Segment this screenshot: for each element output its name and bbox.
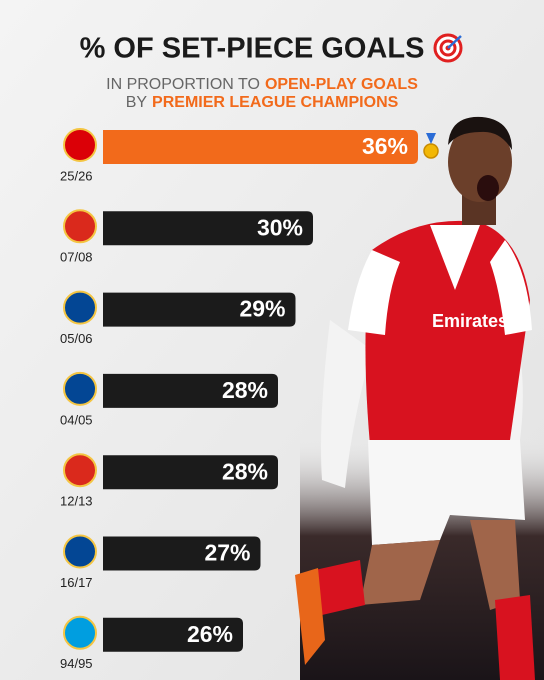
subtitle-plain: BY xyxy=(126,94,148,111)
medal-ribbon xyxy=(426,133,436,144)
bar-row: 07/08 30% xyxy=(60,209,313,265)
season-label: 07/08 xyxy=(60,250,93,265)
bar xyxy=(103,211,313,246)
bar-row: 94/95 26% xyxy=(60,615,243,671)
season-label: 12/13 xyxy=(60,494,93,509)
value-label: 29% xyxy=(239,296,285,322)
subtitle-line: BY PREMIER LEAGUE CHAMPIONS xyxy=(126,94,399,111)
value-label: 36% xyxy=(362,133,408,159)
club-badge xyxy=(63,209,97,244)
value-label: 26% xyxy=(187,621,233,647)
club-badge xyxy=(63,534,97,569)
bars: 25/26 36% 07/08 30% 05/06 29% 04/05 28% 12/13 28%… xyxy=(60,128,439,671)
club-badge xyxy=(63,453,97,488)
club-badge xyxy=(63,615,97,650)
target-icon xyxy=(433,33,463,63)
season-label: 25/26 xyxy=(60,168,93,183)
value-label: 27% xyxy=(204,540,250,566)
value-label: 28% xyxy=(222,377,268,403)
season-label: 16/17 xyxy=(60,575,93,590)
club-badge xyxy=(63,128,97,162)
bar-row: 16/17 27% xyxy=(60,534,261,590)
bar xyxy=(103,130,418,164)
subtitle-plain: IN PROPORTION TO xyxy=(106,76,260,93)
bar xyxy=(103,536,261,571)
bar-row: 25/26 36% xyxy=(60,128,439,183)
subtitle-line: IN PROPORTION TO OPEN-PLAY GOALS xyxy=(106,76,418,93)
bar xyxy=(103,292,296,327)
value-label: 28% xyxy=(222,458,268,484)
shirt-sponsor: Emirates xyxy=(432,311,508,331)
value-label: 30% xyxy=(257,214,303,240)
subtitle-highlight: OPEN-PLAY GOALS xyxy=(265,76,418,93)
season-label: 94/95 xyxy=(60,656,93,671)
subtitle-highlight: PREMIER LEAGUE CHAMPIONS xyxy=(152,94,399,111)
chart-title: % OF SET-PIECE GOALS xyxy=(80,33,425,65)
bar xyxy=(103,617,243,652)
season-label: 04/05 xyxy=(60,412,93,427)
bar-row: 04/05 28% xyxy=(60,371,278,427)
club-badge xyxy=(63,371,97,406)
player-illustration: Emirates xyxy=(295,116,535,680)
bar-row: 05/06 29% xyxy=(60,290,296,346)
medal-icon xyxy=(423,143,439,159)
club-badge xyxy=(63,290,97,325)
bar xyxy=(103,455,278,490)
bar-row: 12/13 28% xyxy=(60,453,278,509)
bar xyxy=(103,373,278,408)
season-label: 05/06 xyxy=(60,331,93,346)
